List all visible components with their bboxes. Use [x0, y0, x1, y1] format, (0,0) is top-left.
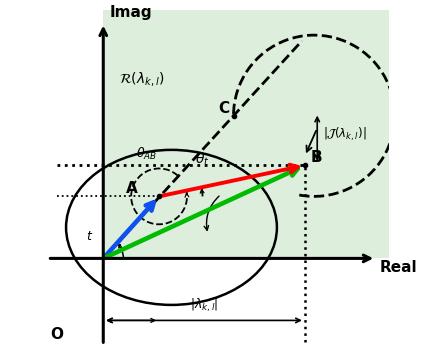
Text: $\left|\mathcal{J}(\lambda_{k,l})\right|$: $\left|\mathcal{J}(\lambda_{k,l})\right|…	[324, 126, 367, 143]
Text: $t$: $t$	[86, 230, 93, 243]
Text: $\left|\lambda_{k,l}\right|$: $\left|\lambda_{k,l}\right|$	[190, 296, 218, 314]
Text: $\theta_t$: $\theta_t$	[195, 151, 210, 168]
Text: A: A	[126, 181, 137, 196]
Text: $\theta_{AB}$: $\theta_{AB}$	[136, 146, 157, 162]
Text: B: B	[311, 150, 323, 165]
Text: Real: Real	[379, 260, 417, 275]
Text: Imag: Imag	[109, 5, 152, 19]
Text: C: C	[218, 101, 229, 116]
Polygon shape	[103, 10, 388, 259]
Text: $\mathcal{R}(\lambda_{k,l})$: $\mathcal{R}(\lambda_{k,l})$	[119, 70, 164, 88]
Text: O: O	[51, 327, 64, 342]
